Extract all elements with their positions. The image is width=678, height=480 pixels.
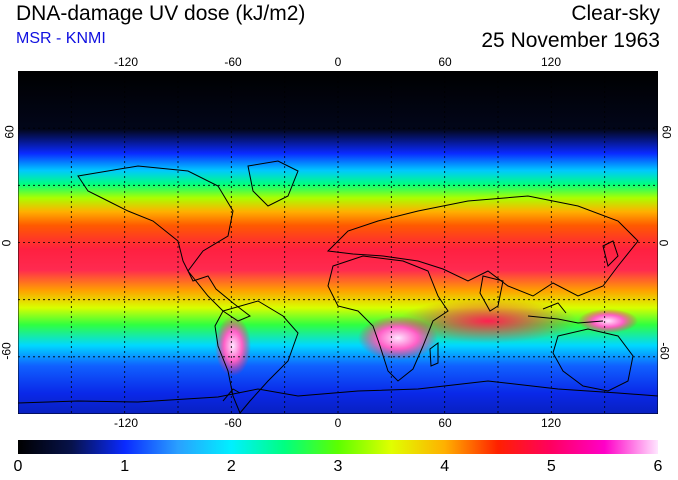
map-subtitle: MSR - KNMI <box>16 30 106 47</box>
map-date: 25 November 1963 <box>481 29 660 52</box>
lat-tick-right: 60 <box>659 125 674 139</box>
uv-dose-map <box>17 70 659 415</box>
lat-tick-left: -60 <box>0 342 14 360</box>
lon-tick-bottom: 60 <box>438 416 452 430</box>
colorbar-label: 3 <box>333 458 343 475</box>
lat-tick-left: 0 <box>0 239 14 247</box>
colorbar-label: 5 <box>546 458 556 475</box>
map-title: DNA-damage UV dose (kJ/m2) <box>16 2 306 25</box>
lon-tick-top: -120 <box>113 55 139 69</box>
lon-tick-bottom: 0 <box>334 416 342 430</box>
lon-tick-top: 120 <box>540 55 562 69</box>
lon-tick-bottom: -120 <box>113 416 139 430</box>
graticule <box>18 71 658 414</box>
lon-tick-bottom: -60 <box>224 416 242 430</box>
colorbar-canvas <box>18 440 658 454</box>
lat-tick-right: -60 <box>657 342 672 360</box>
uv-dose-map-canvas <box>17 70 659 415</box>
lon-tick-top: 0 <box>334 55 342 69</box>
sky-condition: Clear-sky <box>571 2 660 25</box>
colorbar-label: 2 <box>226 458 236 475</box>
colorbar-label: 1 <box>120 458 130 475</box>
lon-tick-top: -60 <box>224 55 242 69</box>
lat-tick-left: 60 <box>2 125 17 139</box>
lon-tick-bottom: 120 <box>540 416 562 430</box>
colorbar <box>18 440 658 454</box>
colorbar-label: 4 <box>440 458 450 475</box>
colorbar-label: 0 <box>13 458 23 475</box>
coastlines <box>17 160 659 414</box>
colorbar-label: 6 <box>653 458 663 475</box>
lat-tick-right: 0 <box>656 239 671 247</box>
lon-tick-top: 60 <box>438 55 452 69</box>
